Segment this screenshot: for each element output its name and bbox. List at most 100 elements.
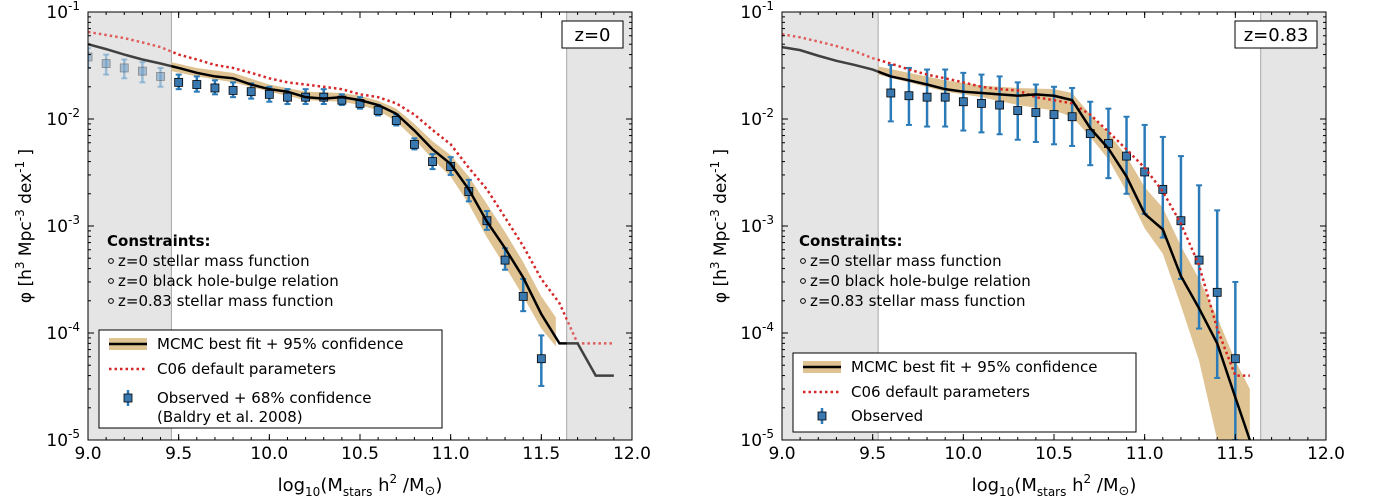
x-tick-label: 10.5 <box>1035 444 1073 464</box>
x-tick-label: 12.0 <box>1307 444 1345 464</box>
plot-area <box>88 12 632 440</box>
legend-label: C06 default parameters <box>157 360 336 378</box>
observed-point <box>174 77 184 87</box>
x-tick-label: 9.5 <box>859 444 886 464</box>
constraint-bullet <box>108 298 114 304</box>
y-axis-label: φ [h3 Mpc-3 dex-1 ] <box>13 149 36 303</box>
legend-label: (Baldry et al. 2008) <box>157 408 303 426</box>
legend-label: MCMC best fit + 95% confidence <box>851 358 1097 376</box>
panel-label-box <box>1234 20 1318 49</box>
observed-point <box>1158 184 1168 194</box>
observed-point <box>373 106 383 115</box>
y-tick-label: 10-4 <box>46 320 80 344</box>
observed-point <box>1122 151 1131 161</box>
legend-box <box>98 329 443 429</box>
legend-label: Observed + 68% confidence <box>157 389 372 407</box>
x-tick-label: 9.0 <box>74 444 101 464</box>
y-tick-label: 10-1 <box>46 0 80 23</box>
observed-point <box>228 86 238 95</box>
excluded-region <box>1260 12 1326 440</box>
y-tick-label: 10-1 <box>740 0 774 23</box>
y-tick-label: 10-5 <box>46 427 80 451</box>
x-tick-label: 11.5 <box>1216 444 1254 464</box>
confidence-band <box>878 66 1250 440</box>
c06-line <box>88 30 614 345</box>
y-tick-label: 10-4 <box>740 320 774 344</box>
observed-point <box>192 80 202 89</box>
x-tick-label: 11.0 <box>432 444 470 464</box>
y-tick-label: 10-5 <box>740 427 774 451</box>
observed-point <box>500 255 510 265</box>
constraint-item: z=0 stellar mass function <box>810 252 1002 270</box>
observed-point <box>886 88 896 98</box>
observed-point <box>101 59 111 68</box>
panel-z0: 9.0 9.5 10.0 10.5 11.0 11.5 12.0 10-1 10-2 10-3 10… <box>13 0 651 499</box>
observed-point <box>409 139 419 149</box>
observed-point <box>1067 112 1077 122</box>
y-tick-label: 10-3 <box>740 213 774 237</box>
excluded-fade <box>1260 12 1326 440</box>
observed-point <box>977 98 986 108</box>
observed-point <box>904 91 914 101</box>
x-tick-label: 10.5 <box>341 444 379 464</box>
legend-label: Observed <box>851 407 923 425</box>
constraint-bullet <box>108 258 114 264</box>
panel-label: z=0 <box>575 25 611 46</box>
observed-point <box>391 116 401 125</box>
constraint-bullet <box>800 278 806 284</box>
constraint-item: z=0.83 stellar mass function <box>810 292 1025 310</box>
constraint-bullet <box>800 298 806 304</box>
legend-swatch-marker <box>817 411 827 421</box>
excluded-region <box>566 12 632 440</box>
observed-point <box>940 92 950 102</box>
confidence-band <box>171 62 556 347</box>
x-tick-label: 11.5 <box>522 444 560 464</box>
observed-point <box>156 72 165 81</box>
legend-swatch-marker <box>123 393 133 403</box>
constraint-bullet <box>108 278 114 284</box>
observed-point <box>1013 106 1023 115</box>
legend-label: MCMC best fit + 95% confidence <box>157 335 403 353</box>
observed-point <box>264 89 274 99</box>
x-tick-label: 9.0 <box>768 444 795 464</box>
constraint-item: z=0 black hole-bulge relation <box>118 272 339 290</box>
panel-label-box <box>561 20 624 49</box>
constraint-bullet <box>800 258 806 264</box>
observed-point <box>246 87 256 97</box>
mcmc-best-fit-line <box>782 45 1252 440</box>
observed-point <box>995 100 1004 110</box>
y-tick-label: 10-2 <box>740 106 774 130</box>
observed-point <box>88 52 93 62</box>
mcmc-best-fit-line <box>88 43 614 377</box>
observed-point <box>1049 110 1059 119</box>
observed-point <box>428 157 437 166</box>
observed-point <box>518 291 528 301</box>
observed-point <box>119 63 129 73</box>
x-tick-label: 11.0 <box>1126 444 1164 464</box>
constraint-item: z=0.83 stellar mass function <box>118 292 333 310</box>
x-axis-label: log10(Mstars h2 /M⊙) <box>972 472 1137 499</box>
x-axis-label: log10(Mstars h2 /M⊙) <box>278 472 443 499</box>
observed-point <box>137 66 147 76</box>
c06-line <box>782 32 1250 377</box>
legend-box <box>792 352 1137 433</box>
observed-point <box>1212 287 1222 297</box>
y-axis-label: φ [h3 Mpc-3 dex-1 ] <box>708 149 731 303</box>
constraints-title: Constraints: <box>107 232 211 250</box>
panel-z083: 9.0 9.5 10.0 10.5 11.0 11.5 12.0 10-1 10-2 10-3 10… <box>708 0 1345 499</box>
observed-point <box>210 83 220 93</box>
x-tick-label: 10.0 <box>250 444 288 464</box>
observed-point <box>922 92 932 102</box>
x-tick-label: 12.0 <box>613 444 651 464</box>
observed-point <box>1230 354 1240 364</box>
observed-point <box>958 97 968 107</box>
panel-label: z=0.83 <box>1244 25 1309 46</box>
constraint-item: z=0 black hole-bulge relation <box>810 272 1031 290</box>
x-tick-label: 9.5 <box>165 444 192 464</box>
constraint-item: z=0 stellar mass function <box>118 252 310 270</box>
observed-point <box>1031 108 1041 117</box>
observed-point <box>536 354 546 364</box>
constraints-title: Constraints: <box>799 232 903 250</box>
x-tick-label: 10.0 <box>944 444 982 464</box>
